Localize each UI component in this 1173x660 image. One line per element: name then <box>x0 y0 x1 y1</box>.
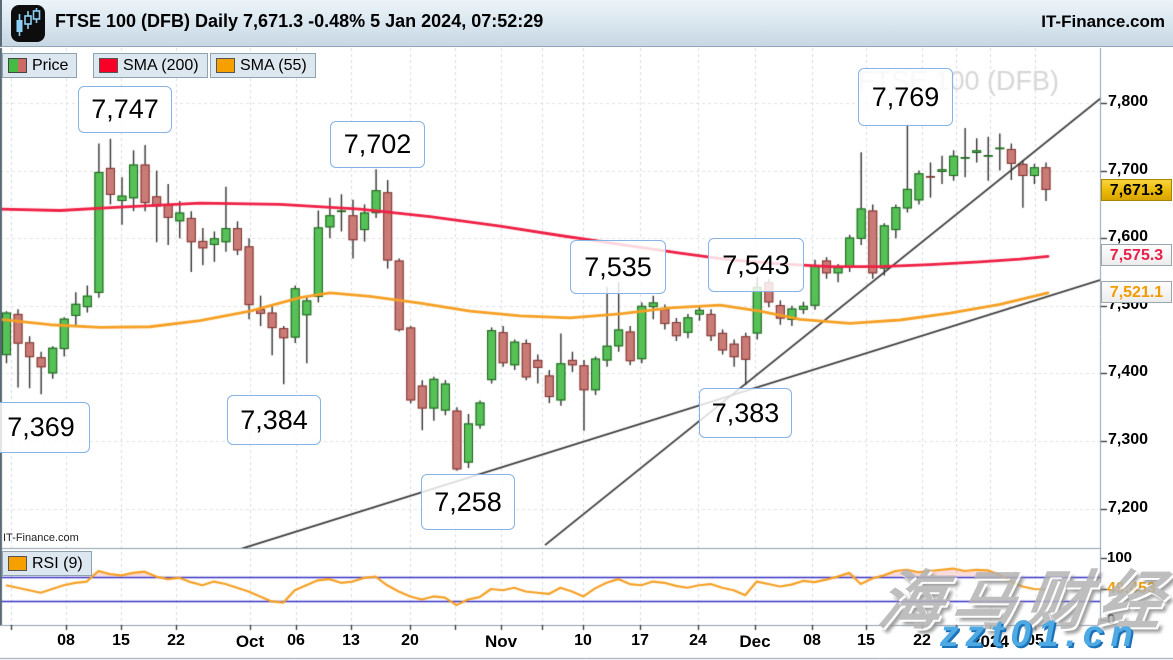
rsi-axis-bottom-label: 0 <box>1107 611 1116 628</box>
x-axis-label: 08 <box>57 632 75 649</box>
annotation-box[interactable]: 7,369 <box>0 402 90 453</box>
sma55-swatch-icon <box>216 58 235 73</box>
x-axis-label: 10 <box>574 632 592 649</box>
x-axis-label: 2024 <box>971 632 1009 651</box>
sma200-swatch-icon <box>99 58 118 73</box>
rsi-axis-top-label: 100 <box>1107 549 1133 566</box>
y-axis-label: 7,600 <box>1108 228 1149 246</box>
candlestick-icon <box>11 5 45 42</box>
x-axis-label: Nov <box>484 632 518 651</box>
annotation-box[interactable]: 7,747 <box>78 86 172 133</box>
legend-chip-sma55[interactable]: SMA (55) <box>210 53 316 78</box>
page-title: FTSE 100 (DFB) Daily 7,671.3 -0.48% 5 Ja… <box>55 11 544 31</box>
annotation-box[interactable]: 7,543 <box>708 238 804 292</box>
x-axis-label: 20 <box>401 632 419 649</box>
rsi-swatch-icon <box>8 556 27 571</box>
price-swatch-icon <box>8 58 27 73</box>
annotation-box[interactable]: 7,383 <box>699 388 792 438</box>
legend-sma200-label: SMA (200) <box>123 56 199 74</box>
annotation-box[interactable]: 7,258 <box>421 474 515 530</box>
legend-rsi-label: RSI (9) <box>32 554 83 572</box>
x-axis-label: 17 <box>631 632 649 649</box>
y-axis-label: 7,300 <box>1108 431 1149 448</box>
annotation-box[interactable]: 7,384 <box>227 395 321 445</box>
price-tag-sma55: 7,521.1 <box>1101 280 1172 303</box>
x-axis-label: 22 <box>167 632 185 649</box>
legend-sma55-label: SMA (55) <box>240 56 307 74</box>
x-axis-label: 13 <box>342 632 360 649</box>
y-axis-label: 7,200 <box>1108 498 1149 516</box>
x-axis-label: 22 <box>913 632 931 649</box>
itfinance-watermark: IT-Finance.com <box>3 532 79 544</box>
legend-chip-rsi[interactable]: RSI (9) <box>2 551 92 576</box>
price-tag-price: 7,671.3 <box>1101 179 1172 201</box>
cn-blue-watermark: zzt01.cn <box>940 613 1140 654</box>
y-axis-label: 7,400 <box>1108 363 1149 381</box>
x-axis-label: Oct <box>235 632 265 651</box>
x-axis-label: 08 <box>803 632 821 649</box>
legend-chip-price[interactable]: Price <box>2 53 78 78</box>
rsi-current-value: 49.453 <box>1107 580 1156 598</box>
x-axis-label: 24 <box>689 632 707 649</box>
y-axis-label: 7,700 <box>1108 160 1149 178</box>
brand-link[interactable]: IT-Finance.com <box>1041 12 1165 31</box>
y-axis-label: 7,800 <box>1108 93 1149 110</box>
x-axis-label: Dec <box>739 632 771 651</box>
x-axis-label: 05 <box>1026 632 1044 649</box>
legend-chip-sma200[interactable]: SMA (200) <box>93 53 208 78</box>
annotation-box[interactable]: 7,535 <box>570 240 666 294</box>
x-axis-label: 15 <box>112 632 130 649</box>
x-axis-label: 15 <box>857 632 875 649</box>
legend-price-label: Price <box>32 56 69 74</box>
title-bar: FTSE 100 (DFB) Daily 7,671.3 -0.48% 5 Ja… <box>0 0 1173 47</box>
annotation-box[interactable]: 7,769 <box>858 68 953 126</box>
x-axis-label: 06 <box>287 632 305 649</box>
annotation-box[interactable]: 7,702 <box>330 121 425 168</box>
price-tag-sma200: 7,575.3 <box>1101 243 1172 266</box>
